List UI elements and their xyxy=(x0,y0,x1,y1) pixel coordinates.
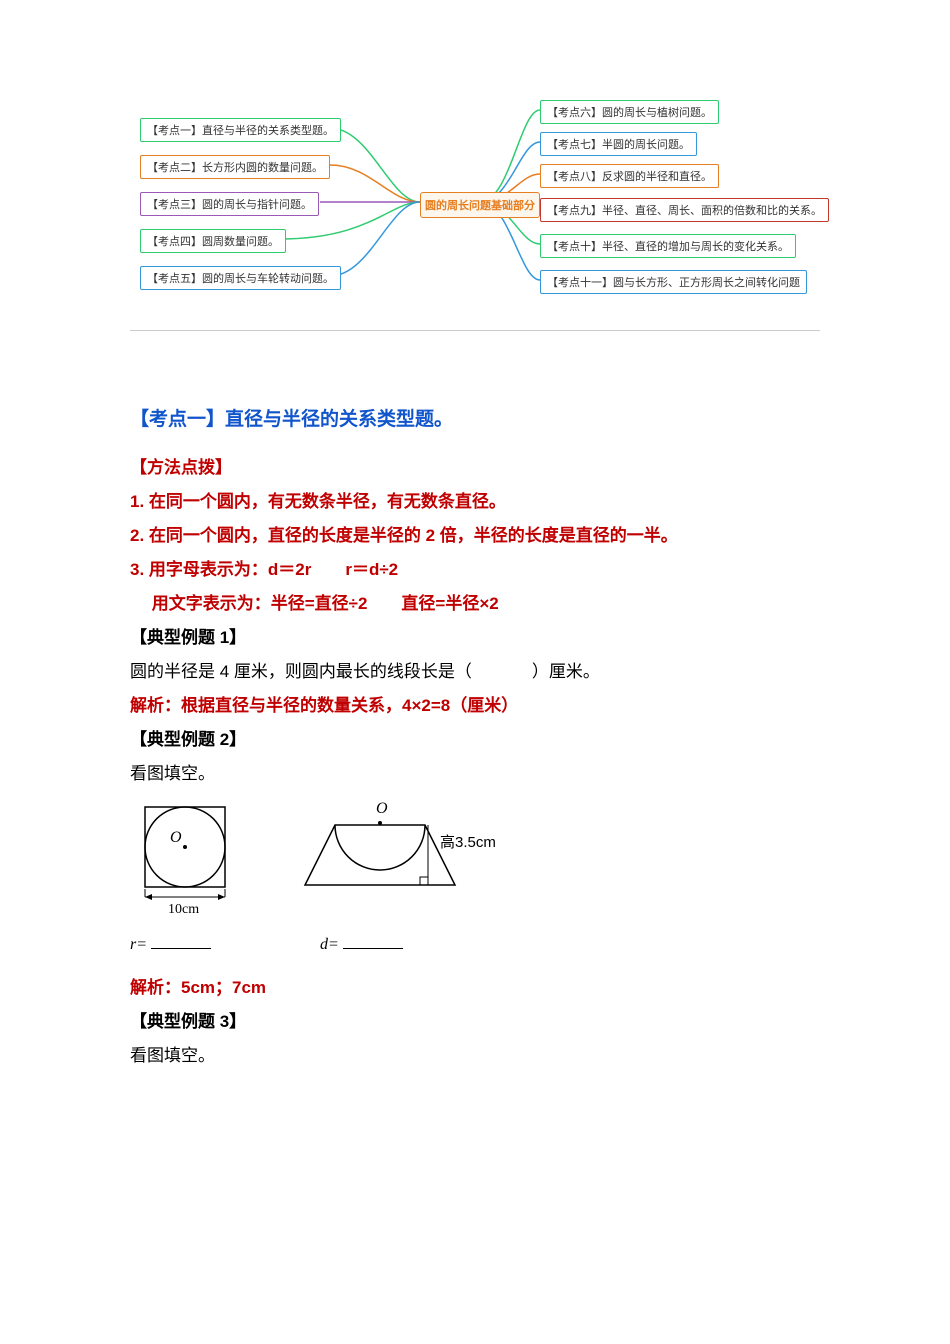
fig2-blank xyxy=(343,935,403,949)
method-1: 1. 在同一个圆内，有无数条半径，有无数条直径。 xyxy=(130,485,820,519)
fig1-var: r= xyxy=(130,936,147,953)
method-2: 2. 在同一个圆内，直径的长度是半径的 2 倍，半径的长度是直径的一半。 xyxy=(130,519,820,553)
ex1-q-b: ）厘米。 xyxy=(532,662,600,681)
ex1-q-a: 圆的半径是 4 厘米，则圆内最长的线段长是（ xyxy=(130,662,472,681)
fig1-O: O xyxy=(170,829,182,846)
ex2-analysis: 解析：5cm；7cm xyxy=(130,971,820,1005)
mindmap-center: 圆的周长问题基础部分 xyxy=(420,192,540,218)
ex1-question: 圆的半径是 4 厘米，则圆内最长的线段长是（ ）厘米。 xyxy=(130,655,820,689)
fig2-height: 高3.5cm xyxy=(440,834,496,851)
mm-right-5: 【考点十】半径、直径的增加与周长的变化关系。 xyxy=(540,234,796,258)
figure-1-svg: O 10cm xyxy=(130,797,240,917)
ex3-question: 看图填空。 xyxy=(130,1039,820,1073)
mm-right-6: 【考点十一】圆与长方形、正方形周长之间转化问题 xyxy=(540,270,807,294)
kp1-title: 【考点一】直径与半径的关系类型题。 xyxy=(130,401,820,439)
method-head: 【方法点拨】 xyxy=(130,451,820,485)
figure-2-svg: O 高3.5cm xyxy=(280,797,500,917)
figure-1: O 10cm r= xyxy=(130,797,240,961)
page: 圆的周长问题基础部分 【考点一】直径与半径的关系类型题。 【考点二】长方形内圆的… xyxy=(0,0,950,1113)
mm-left-2: 【考点二】长方形内圆的数量问题。 xyxy=(140,155,330,179)
divider xyxy=(130,330,820,331)
mm-left-1: 【考点一】直径与半径的关系类型题。 xyxy=(140,118,341,142)
mm-left-3: 【考点三】圆的周长与指针问题。 xyxy=(140,192,319,216)
ex1-head: 【典型例题 1】 xyxy=(130,621,820,655)
ex1-analysis: 解析：根据直径与半径的数量关系，4×2=8（厘米） xyxy=(130,689,820,723)
method-3a: 3. 用字母表示为：d＝2r r＝d÷2 xyxy=(130,553,820,587)
fig1-dim: 10cm xyxy=(168,902,199,917)
fig2-O: O xyxy=(376,800,388,817)
mm-left-4: 【考点四】圆周数量问题。 xyxy=(140,229,286,253)
figure-2: O 高3.5cm d= xyxy=(280,797,500,961)
ex2-head: 【典型例题 2】 xyxy=(130,723,820,757)
mm-right-1: 【考点六】圆的周长与植树问题。 xyxy=(540,100,719,124)
mm-right-3: 【考点八】反求圆的半径和直径。 xyxy=(540,164,719,188)
ex2-figures: O 10cm r= O xyxy=(130,797,820,961)
fig2-var: d= xyxy=(320,936,339,953)
content: 【考点一】直径与半径的关系类型题。 【方法点拨】 1. 在同一个圆内，有无数条半… xyxy=(130,401,820,1073)
mm-right-4: 【考点九】半径、直径、周长、面积的倍数和比的关系。 xyxy=(540,198,829,222)
method-3b: 用文字表示为：半径=直径÷2 直径=半径×2 xyxy=(130,587,820,621)
ex3-head: 【典型例题 3】 xyxy=(130,1005,820,1039)
ex2-question: 看图填空。 xyxy=(130,757,820,791)
mm-right-2: 【考点七】半圆的周长问题。 xyxy=(540,132,697,156)
fig2-var-row: d= xyxy=(320,929,500,961)
mindmap: 圆的周长问题基础部分 【考点一】直径与半径的关系类型题。 【考点二】长方形内圆的… xyxy=(130,100,820,320)
fig1-var-row: r= xyxy=(130,929,240,961)
mm-left-5: 【考点五】圆的周长与车轮转动问题。 xyxy=(140,266,341,290)
fig1-blank xyxy=(151,935,211,949)
